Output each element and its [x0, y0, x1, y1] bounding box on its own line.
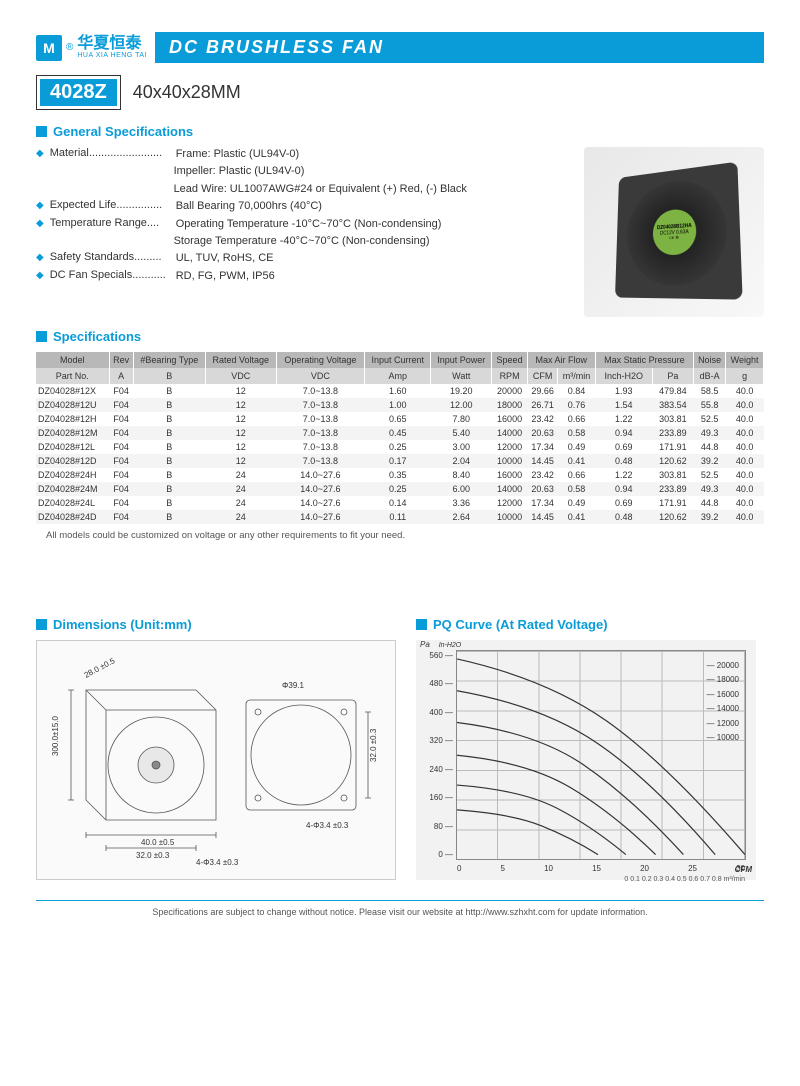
table-row: DZ04028#12LF04B127.0~13.80.253.001200017…: [36, 440, 764, 454]
table-subheader: g: [726, 368, 764, 384]
table-note: All models could be customized on voltag…: [36, 524, 764, 547]
table-header: Rated Voltage: [205, 352, 276, 368]
svg-text:32.0 ±0.3: 32.0 ±0.3: [369, 728, 378, 762]
rpm-labels: — 20000— 18000— 16000— 14000— 12000— 100…: [707, 659, 739, 745]
section-marker-icon: [36, 331, 47, 342]
section-dims-title: Dimensions (Unit:mm): [53, 617, 192, 632]
spec-value: Operating Temperature -10°C~70°C (Non-co…: [176, 217, 568, 232]
spec-value: Impeller: Plastic (UL94V-0): [174, 164, 568, 179]
bullet-icon: [36, 235, 42, 246]
table-header: #Bearing Type: [133, 352, 205, 368]
table-row: DZ04028#12DF04B127.0~13.80.172.041000014…: [36, 454, 764, 468]
brand-logo: M ® 华夏恒泰 HUA XIA HENG TAI: [36, 35, 147, 61]
bullet-icon: ◆: [36, 270, 44, 281]
section-pq-title: PQ Curve (At Rated Voltage): [433, 617, 608, 632]
svg-text:4-Φ3.4 ±0.3: 4-Φ3.4 ±0.3: [306, 821, 349, 830]
dimension-drawing: 40.0 ±0.5 32.0 ±0.3 4-Φ3.4 ±0.3 300.0±15…: [36, 640, 396, 880]
page-footer: Specifications are subject to change wit…: [36, 900, 764, 917]
logo-mark-icon: M: [36, 35, 62, 61]
table-header: Speed: [492, 352, 528, 368]
bullet-icon: [36, 165, 42, 176]
table-subheader: VDC: [276, 368, 365, 384]
bullet-icon: ◆: [36, 200, 44, 211]
table-row: DZ04028#12XF04B127.0~13.81.6019.20200002…: [36, 384, 764, 398]
table-subheader: m³/min: [558, 368, 595, 384]
specs-table: ModelRev#Bearing TypeRated VoltageOperat…: [36, 352, 764, 524]
x-axis-label: CFM: [735, 865, 752, 874]
spec-label: DC Fan Specials...........: [50, 269, 170, 281]
bullet-icon: [36, 183, 42, 194]
table-header: Noise: [693, 352, 725, 368]
table-row: DZ04028#12MF04B127.0~13.80.455.401400020…: [36, 426, 764, 440]
table-subheader: CFM: [527, 368, 557, 384]
registered-icon: ®: [66, 42, 73, 53]
brand-name-cn: 华夏恒泰: [77, 35, 147, 53]
bullet-icon: ◆: [36, 148, 44, 159]
spec-value: Frame: Plastic (UL94V-0): [176, 147, 568, 162]
model-dimensions: 40x40x28MM: [133, 82, 241, 103]
table-header: Weight: [726, 352, 764, 368]
bullet-icon: ◆: [36, 218, 44, 229]
svg-text:300.0±15.0: 300.0±15.0: [51, 715, 60, 756]
table-row: DZ04028#24DF04B2414.0~27.60.112.64100001…: [36, 510, 764, 524]
table-subheader: Pa: [652, 368, 693, 384]
section-specs-title: Specifications: [53, 329, 141, 344]
table-header: Model: [36, 352, 109, 368]
table-row: DZ04028#24LF04B2414.0~27.60.143.36120001…: [36, 496, 764, 510]
y-axis-label: Pa In-H2O: [420, 640, 461, 649]
model-row: 4028Z 40x40x28MM: [36, 75, 764, 110]
x-axis-secondary: 0 0.1 0.2 0.3 0.4 0.5 0.6 0.7 0.8 m³/min: [624, 876, 745, 883]
table-subheader: B: [133, 368, 205, 384]
table-header: Operating Voltage: [276, 352, 365, 368]
table-subheader: VDC: [205, 368, 276, 384]
table-subheader: Watt: [431, 368, 492, 384]
section-general-title: General Specifications: [53, 124, 193, 139]
general-specs-list: ◆ Material........................ Frame: …: [36, 147, 568, 317]
table-row: DZ04028#12HF04B127.0~13.80.657.801600023…: [36, 412, 764, 426]
spec-label: Temperature Range....: [50, 217, 170, 229]
table-subheader: A: [109, 368, 133, 384]
brand-name-en: HUA XIA HENG TAI: [77, 52, 147, 60]
spec-value: RD, FG, PWM, IP56: [176, 269, 568, 284]
page-header: M ® 华夏恒泰 HUA XIA HENG TAI DC BRUSHLESS F…: [36, 32, 764, 63]
svg-text:32.0 ±0.3: 32.0 ±0.3: [136, 851, 170, 860]
table-subheader: Inch-H2O: [595, 368, 652, 384]
section-marker-icon: [36, 126, 47, 137]
table-header: Input Current: [365, 352, 431, 368]
spec-label: Expected Life...............: [50, 199, 170, 211]
spec-value: UL, TUV, RoHS, CE: [176, 251, 568, 266]
spec-label: Safety Standards.........: [50, 251, 170, 263]
svg-text:Φ39.1: Φ39.1: [282, 681, 305, 690]
section-marker-icon: [416, 619, 427, 630]
table-subheader: Amp: [365, 368, 431, 384]
table-header: Rev: [109, 352, 133, 368]
table-subheader: dB-A: [693, 368, 725, 384]
table-row: DZ04028#24HF04B2414.0~27.60.358.40160002…: [36, 468, 764, 482]
svg-text:4-Φ3.4 ±0.3: 4-Φ3.4 ±0.3: [196, 858, 239, 867]
table-header: Max Air Flow: [527, 352, 595, 368]
table-subheader: Part No.: [36, 368, 109, 384]
bullet-icon: ◆: [36, 252, 44, 263]
spec-value: Storage Temperature -40°C~70°C (Non-cond…: [174, 234, 568, 249]
pq-chart: Pa In-H2O 560 —480 —400 —320 —240 —160 —…: [416, 640, 756, 880]
section-marker-icon: [36, 619, 47, 630]
table-subheader: RPM: [492, 368, 528, 384]
table-row: DZ04028#24MF04B2414.0~27.60.256.00140002…: [36, 482, 764, 496]
page-title: DC BRUSHLESS FAN: [155, 32, 764, 63]
product-image: DZ04028B12HA DC12V 0.63A CE ♻: [584, 147, 764, 317]
spec-label: Material........................: [50, 147, 170, 159]
y-axis-ticks: 560 —480 —400 —320 —240 —160 —80 —0 —: [427, 651, 453, 859]
x-axis-ticks: 051015202530: [457, 864, 745, 873]
table-row: DZ04028#12UF04B127.0~13.81.0012.00180002…: [36, 398, 764, 412]
spec-value: Lead Wire: UL1007AWG#24 or Equivalent (+…: [174, 182, 568, 197]
table-header: Input Power: [431, 352, 492, 368]
svg-text:40.0 ±0.5: 40.0 ±0.5: [141, 838, 175, 847]
spec-value: Ball Bearing 70,000hrs (40°C): [176, 199, 568, 214]
table-header: Max Static Pressure: [595, 352, 693, 368]
model-code: 4028Z: [40, 79, 117, 106]
svg-text:28.0 ±0.5: 28.0 ±0.5: [83, 656, 117, 680]
fan-sticker: DZ04028B12HA DC12V 0.63A CE ♻: [653, 208, 697, 256]
